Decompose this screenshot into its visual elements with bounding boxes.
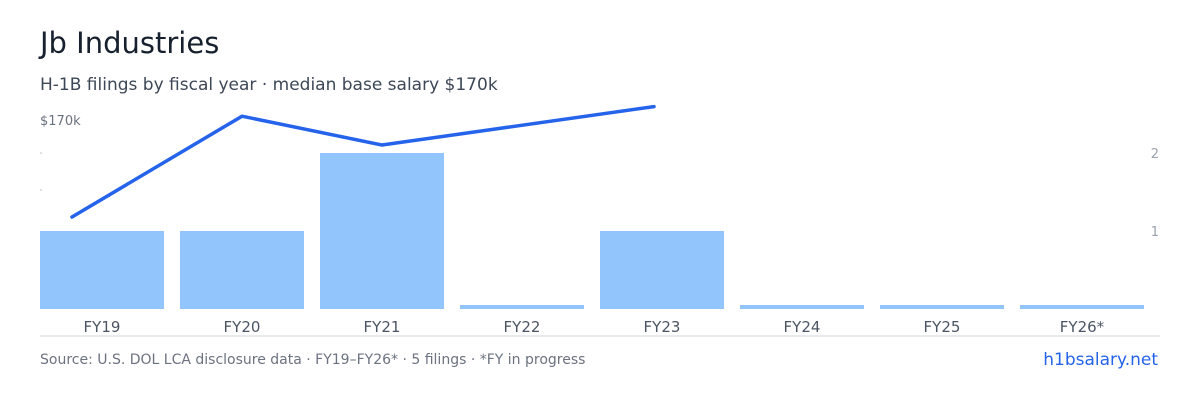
x-tick-label: FY23 [644, 318, 681, 336]
brand-link[interactable]: h1bsalary.net [1043, 350, 1158, 370]
x-tick-label: FY25 [924, 318, 961, 336]
left-axis-tick-label: $170k [40, 114, 81, 129]
x-tick-label: FY20 [224, 318, 261, 336]
bar-fy22 [460, 305, 584, 309]
chart-subtitle: H-1B filings by fiscal year · median bas… [40, 75, 498, 95]
bar-fy24 [740, 305, 864, 309]
x-tick-label: FY19 [84, 318, 121, 336]
bar-fy23 [600, 231, 724, 309]
source-note: Source: U.S. DOL LCA disclosure data · F… [40, 352, 586, 368]
right-axis-tick-label: 1 [1151, 225, 1159, 240]
left-axis-tick-mark [40, 152, 42, 154]
bar-fy21 [320, 153, 444, 309]
bar-fy19 [40, 231, 164, 309]
right-axis-tick-label: 2 [1151, 147, 1159, 162]
bar-fy20 [180, 231, 304, 309]
x-tick-label: FY22 [504, 318, 541, 336]
bar-fy26-partial [1020, 305, 1144, 309]
x-tick-label: FY21 [364, 318, 401, 336]
x-tick-label: FY24 [784, 318, 821, 336]
left-axis-tick-mark [40, 189, 42, 191]
median-salary-line [70, 104, 656, 219]
bar-fy25 [880, 305, 1004, 309]
chart-title: Jb Industries [40, 26, 220, 60]
x-tick-label: FY26* [1060, 318, 1105, 336]
